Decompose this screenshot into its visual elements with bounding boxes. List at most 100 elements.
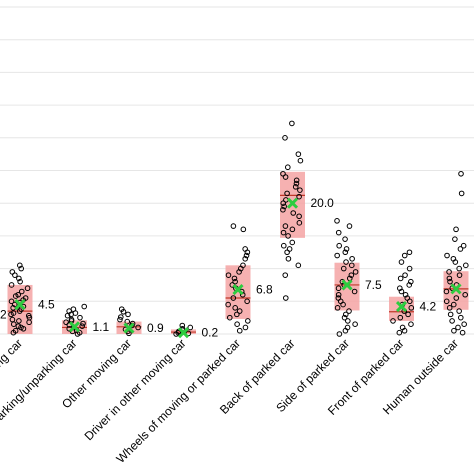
data-point	[280, 200, 287, 206]
data-point	[292, 184, 299, 190]
mean-value-label: 4.2	[420, 300, 437, 314]
data-point	[346, 308, 352, 314]
data-point	[280, 242, 287, 249]
data-point	[340, 301, 346, 308]
data-point	[236, 327, 243, 334]
mean-markers	[14, 197, 462, 339]
data-point	[231, 275, 238, 282]
data-point	[449, 318, 455, 324]
data-point	[126, 330, 132, 337]
mean-marker-stroke	[286, 197, 299, 209]
data-point	[187, 324, 194, 331]
mean-value-label: 6.8	[256, 283, 273, 297]
data-point	[12, 272, 18, 278]
data-point	[447, 278, 453, 285]
data-point	[397, 275, 404, 282]
data-point	[452, 259, 459, 265]
data-point	[234, 311, 240, 318]
data-point	[443, 288, 450, 295]
data-point	[230, 295, 237, 301]
data-point	[125, 311, 131, 318]
data-point	[342, 327, 349, 334]
mean-marker	[341, 279, 353, 291]
data-point	[334, 218, 340, 224]
data-point	[451, 327, 457, 334]
data-point	[16, 308, 23, 314]
data-point	[24, 285, 31, 292]
mean-value-label: 7.5	[365, 278, 382, 292]
mean-marker	[123, 322, 135, 334]
mean-marker-stroke	[341, 279, 353, 291]
data-point	[398, 259, 405, 265]
data-point	[401, 252, 408, 259]
data-point	[8, 298, 15, 305]
mean-value-label: 1.1	[93, 320, 110, 334]
data-point	[18, 288, 25, 295]
data-point	[296, 220, 303, 226]
data-point	[336, 331, 343, 337]
data-point	[289, 239, 296, 246]
data-point	[243, 252, 250, 259]
data-point	[8, 282, 15, 288]
data-point	[293, 180, 300, 187]
data-point	[10, 329, 17, 336]
data-point	[459, 329, 466, 336]
data-point	[26, 319, 32, 326]
data-point	[225, 272, 232, 278]
mean-marker-stroke	[395, 300, 408, 313]
data-point	[79, 323, 85, 329]
data-point	[335, 285, 342, 292]
data-point	[453, 226, 459, 233]
grid	[0, 6, 474, 335]
mean-marker-stroke	[68, 321, 81, 333]
data-point	[64, 312, 71, 319]
data-point	[461, 321, 467, 327]
data-point	[225, 301, 231, 308]
data-point	[396, 329, 403, 336]
data-point	[16, 318, 22, 324]
mean-marker-stroke	[14, 299, 26, 311]
data-point	[12, 293, 19, 299]
data-point	[390, 318, 396, 324]
data-point	[282, 174, 289, 180]
data-point	[405, 311, 411, 318]
data-point	[244, 298, 250, 305]
data-point	[242, 324, 249, 331]
data-point	[408, 305, 415, 311]
data-point	[450, 301, 457, 308]
mean-marker	[286, 197, 299, 209]
data-point	[297, 157, 304, 164]
data-point	[297, 187, 303, 193]
mean-marker-stroke	[123, 322, 135, 334]
data-point	[68, 311, 74, 318]
data-point	[343, 259, 349, 265]
data-point	[334, 252, 340, 259]
data-point	[452, 236, 458, 242]
data-point	[236, 308, 243, 314]
data-point	[398, 288, 405, 295]
data-point	[348, 272, 355, 278]
edge-value-label: 2	[0, 308, 7, 322]
data-point	[343, 246, 350, 252]
data-point	[230, 223, 237, 229]
data-point	[236, 269, 242, 275]
data-point	[15, 323, 22, 329]
data-point	[458, 190, 465, 197]
data-point	[290, 210, 297, 216]
data-point	[232, 305, 238, 311]
data-point	[135, 324, 141, 331]
data-point	[342, 249, 349, 256]
data-point	[80, 320, 86, 327]
data-point	[8, 311, 14, 318]
data-point	[285, 233, 291, 239]
data-point	[397, 314, 404, 321]
data-point	[342, 236, 348, 242]
data-point	[458, 170, 464, 177]
data-point	[342, 311, 349, 318]
mean-marker-stroke	[232, 283, 244, 296]
data-point	[282, 295, 289, 301]
data-point	[282, 223, 289, 229]
category-tick-label: Driver in other moving car	[82, 336, 189, 443]
data-point	[406, 298, 413, 305]
mean-marker	[232, 283, 244, 296]
